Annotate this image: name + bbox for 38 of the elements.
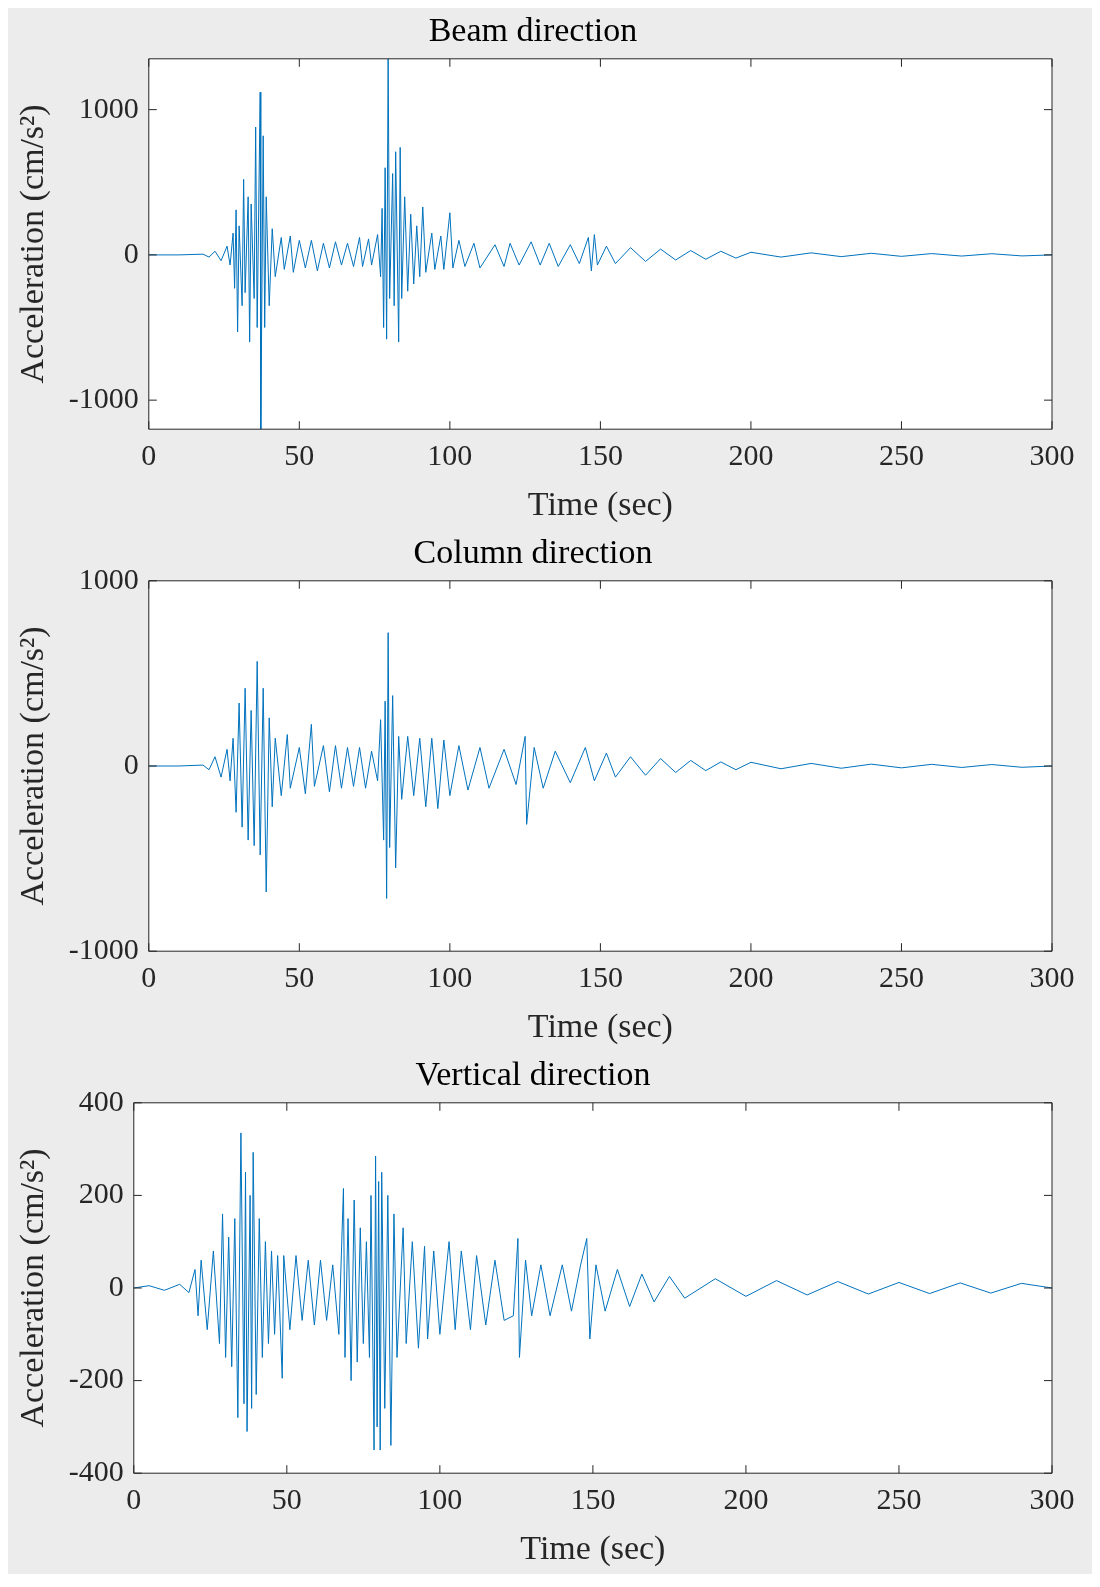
x-tick-label: 300 <box>1029 438 1075 472</box>
x-tick-label: 100 <box>427 960 473 994</box>
y-tick-label: 0 <box>108 1268 124 1302</box>
x-axis-title: Time (sec) <box>527 484 673 523</box>
chart-title: Vertical direction <box>415 1055 651 1093</box>
y-tick-label: 0 <box>123 746 139 780</box>
x-tick-label: 50 <box>284 438 315 472</box>
x-tick-label: 200 <box>728 438 774 472</box>
x-axis-title: Time (sec) <box>527 1006 673 1045</box>
x-tick-label: 250 <box>878 960 924 994</box>
x-tick-label: 250 <box>878 438 924 472</box>
x-tick-label: 100 <box>427 438 473 472</box>
chart-title: Beam direction <box>428 11 638 49</box>
y-axis-title: Acceleration (cm/s²) <box>13 626 52 906</box>
y-tick-label: 400 <box>78 1083 124 1117</box>
y-axis-title: Acceleration (cm/s²) <box>13 104 52 384</box>
y-tick-label: 1000 <box>78 561 139 595</box>
x-tick-label: 50 <box>284 960 315 994</box>
y-tick-label: -1000 <box>68 381 139 415</box>
x-tick-label: 300 <box>1029 1482 1075 1516</box>
y-axis-title: Acceleration (cm/s²) <box>13 1148 52 1428</box>
y-tick-label: 1000 <box>78 90 139 124</box>
x-tick-label: 200 <box>728 960 774 994</box>
x-tick-label: 150 <box>570 1482 616 1516</box>
x-tick-label: 150 <box>577 960 623 994</box>
x-axis-title: Time (sec) <box>520 1528 666 1567</box>
chart-title: Column direction <box>413 533 653 571</box>
y-tick-label: -400 <box>68 1454 124 1488</box>
y-tick-label: 200 <box>78 1176 124 1210</box>
y-tick-label: 0 <box>123 235 139 269</box>
x-tick-label: 250 <box>876 1482 922 1516</box>
y-tick-label: -1000 <box>68 932 139 966</box>
x-tick-label: 200 <box>723 1482 769 1516</box>
x-tick-label: 150 <box>577 438 623 472</box>
y-tick-label: -200 <box>68 1361 124 1395</box>
x-tick-label: 100 <box>417 1482 463 1516</box>
x-tick-label: 300 <box>1029 960 1075 994</box>
x-tick-label: 50 <box>271 1482 302 1516</box>
